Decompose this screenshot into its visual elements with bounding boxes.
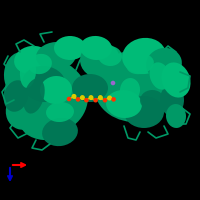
Circle shape — [111, 81, 115, 85]
Circle shape — [112, 98, 115, 101]
Circle shape — [85, 99, 88, 102]
Ellipse shape — [161, 62, 191, 98]
Ellipse shape — [150, 62, 170, 90]
Ellipse shape — [36, 42, 76, 70]
Ellipse shape — [46, 102, 74, 122]
Ellipse shape — [4, 80, 28, 112]
Circle shape — [103, 99, 107, 102]
Ellipse shape — [14, 46, 50, 74]
Ellipse shape — [98, 46, 122, 66]
Circle shape — [67, 97, 71, 101]
Circle shape — [76, 98, 80, 101]
Ellipse shape — [160, 84, 184, 116]
Ellipse shape — [20, 56, 36, 88]
Circle shape — [94, 99, 97, 102]
Ellipse shape — [166, 104, 186, 128]
Ellipse shape — [106, 90, 142, 118]
Ellipse shape — [124, 96, 164, 128]
Ellipse shape — [28, 54, 52, 74]
Ellipse shape — [120, 78, 140, 102]
Ellipse shape — [80, 36, 112, 60]
Ellipse shape — [23, 78, 45, 114]
Ellipse shape — [72, 74, 108, 102]
Circle shape — [81, 96, 84, 99]
Ellipse shape — [40, 76, 72, 104]
Ellipse shape — [140, 90, 164, 110]
Ellipse shape — [54, 36, 86, 60]
Ellipse shape — [6, 90, 42, 130]
Circle shape — [99, 96, 102, 99]
Ellipse shape — [22, 66, 66, 102]
Circle shape — [89, 96, 93, 99]
Ellipse shape — [42, 118, 78, 146]
Ellipse shape — [146, 48, 182, 80]
Ellipse shape — [80, 42, 120, 78]
Ellipse shape — [4, 58, 88, 134]
Ellipse shape — [20, 108, 68, 140]
Ellipse shape — [122, 38, 166, 74]
Ellipse shape — [94, 50, 178, 122]
Ellipse shape — [4, 52, 36, 96]
Ellipse shape — [126, 54, 154, 74]
Circle shape — [108, 96, 111, 100]
Circle shape — [72, 95, 76, 98]
